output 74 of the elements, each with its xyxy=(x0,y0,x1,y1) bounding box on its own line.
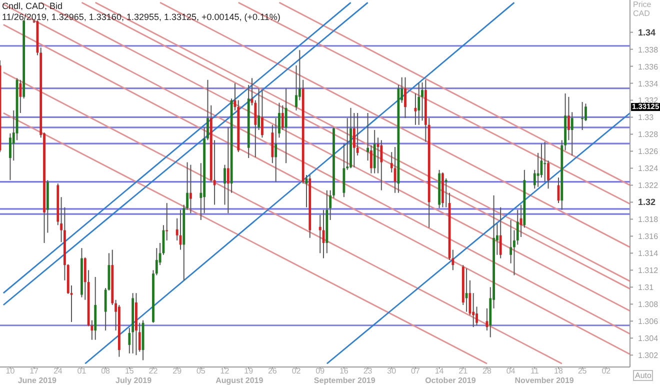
candlestick xyxy=(499,206,502,259)
y-axis-title: Price CAD xyxy=(633,0,652,18)
x-tick-label: 30 xyxy=(387,366,397,376)
candlestick xyxy=(284,88,288,164)
y-tick-label: 1.324 xyxy=(638,164,659,174)
candlestick xyxy=(544,141,546,182)
x-tick-label: 26 xyxy=(268,366,278,376)
x-tick-label: 05 xyxy=(196,366,206,376)
x-tick-label: 04 xyxy=(506,366,516,376)
candlestick xyxy=(356,112,359,156)
text: November 2019 xyxy=(514,376,575,385)
x-tick-label: 02 xyxy=(292,366,302,376)
y-tick-label: 1.312 xyxy=(638,266,659,276)
x-tick-label: 01 xyxy=(77,366,87,376)
y-tick-label: 1.338 xyxy=(638,45,659,54)
x-tick-label: 21 xyxy=(458,366,468,376)
x-tick-label: 24 xyxy=(53,366,63,376)
y-tick-label: 1.32 xyxy=(638,197,656,208)
x-tick-label: 17 xyxy=(30,366,40,376)
y-tick-label: 1.318 xyxy=(638,215,659,224)
y-tick-label: 1.314 xyxy=(638,249,659,258)
x-tick-label: 09 xyxy=(316,366,326,376)
candlestick xyxy=(281,104,284,130)
y-tick-label: 1.33 xyxy=(638,113,654,122)
candlestick xyxy=(19,79,22,114)
x-tick-label: 18 xyxy=(554,366,564,376)
y-tick-label: 1.306 xyxy=(638,317,659,326)
candlestick xyxy=(421,82,424,122)
text: 11/26/2019, 1.32965, 1.33160, 1.32955, 1.33125, +0.00145, (+0.11%) xyxy=(2,12,280,23)
x-tick-label: 23 xyxy=(363,366,373,376)
candlestick xyxy=(418,82,420,126)
x-tick-label: 07 xyxy=(411,366,420,376)
candlestick xyxy=(570,112,574,156)
text: September 2019 xyxy=(312,376,376,385)
x-tick-label: 29 xyxy=(172,366,182,376)
y-tick-label: 1.336 xyxy=(638,62,659,72)
candlestick xyxy=(444,178,448,208)
candlestick xyxy=(380,140,383,191)
candlestick xyxy=(581,101,584,130)
x-tick-label: 15 xyxy=(124,366,134,376)
y-tick-label: 1.304 xyxy=(638,334,659,344)
x-tick-label: 11 xyxy=(530,366,540,376)
text: June 2019 xyxy=(16,376,58,385)
text: August 2019 xyxy=(214,376,264,385)
y-tick-label: 1.326 xyxy=(638,147,659,156)
text: Auto xyxy=(633,370,654,381)
y-tick-label: 1.31 xyxy=(638,283,654,292)
y-tick-label: 1.308 xyxy=(638,300,659,310)
candlestick xyxy=(261,90,264,138)
chart-title: Cndl, CAD, Bid xyxy=(2,1,64,12)
candlestick xyxy=(352,112,356,168)
text: July 2019 xyxy=(114,376,153,385)
candlestick xyxy=(190,164,192,214)
candlestick xyxy=(224,164,226,206)
x-tick-label: 02 xyxy=(602,366,612,376)
candlestick xyxy=(404,76,406,119)
y-tick-label: 1.334 xyxy=(638,79,659,88)
x-tick-label: 19 xyxy=(244,366,254,376)
x-tick-label: 25 xyxy=(578,366,588,376)
x-tick-label: 16 xyxy=(339,366,349,376)
y-tick-label: 1.316 xyxy=(638,232,659,242)
x-tick-label: 08 xyxy=(101,366,111,376)
y-tick-label: 1.34 xyxy=(638,27,656,38)
candlestick xyxy=(166,202,168,241)
text: October 2019 xyxy=(424,376,477,385)
x-tick-label: 10 xyxy=(6,366,16,376)
x-tick-label: 14 xyxy=(434,366,444,376)
y-tick-label: 1.328 xyxy=(638,130,659,140)
x-tick-label: 22 xyxy=(148,366,158,376)
y-tick-label: 1.302 xyxy=(638,351,659,360)
y-tick-label: 1.322 xyxy=(638,181,659,190)
candlestick xyxy=(226,126,230,214)
x-tick-label: 28 xyxy=(482,366,492,376)
x-tick-label: 12 xyxy=(220,366,230,376)
